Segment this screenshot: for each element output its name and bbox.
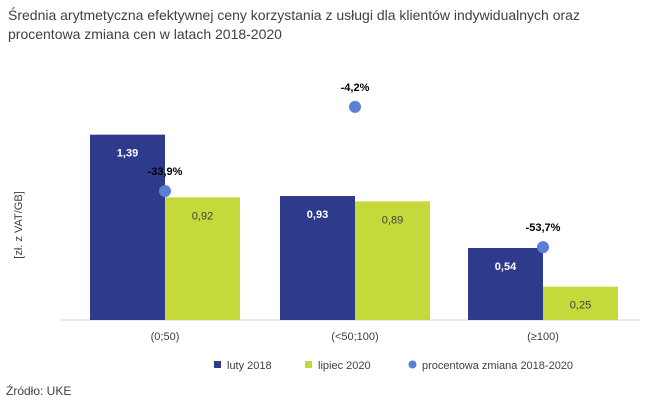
legend-luty-2018-label: luty 2018: [227, 360, 272, 372]
bar-luty-2018-0: [90, 134, 165, 320]
change-value-label: -33,9%: [148, 166, 183, 178]
bar-value-label: 0,25: [570, 300, 591, 312]
legend-lipiec-2020-label: lipiec 2020: [318, 360, 371, 372]
bar-value-label: 0,93: [307, 209, 328, 221]
chart-title: Średnia arytmetyczna efektywnej ceny kor…: [8, 7, 580, 42]
legend-change-label: procentowa zmiana 2018-2020: [422, 360, 573, 372]
bar-luty-2018-2: [468, 248, 543, 320]
legend-luty-2018-swatch: [214, 361, 221, 368]
change-value-label: -53,7%: [526, 222, 561, 234]
source-note: Źródło: UKE: [6, 384, 72, 398]
category-label: (0;50): [151, 331, 180, 343]
category-label: (<50;100): [331, 331, 378, 343]
category-label: (≥100): [527, 331, 559, 343]
change-value-label: -4,2%: [341, 82, 370, 94]
bar-lipiec-2020-2: [543, 286, 618, 320]
bar-value-label: 1,39: [117, 148, 138, 160]
legend-change-swatch: [408, 360, 417, 369]
bar-lipiec-2020-1: [355, 201, 430, 320]
bar-value-label: 0,92: [192, 210, 213, 222]
change-marker-2: [537, 241, 549, 254]
change-marker-1: [349, 100, 361, 113]
legend-lipiec-2020-swatch: [305, 361, 312, 368]
bar-luty-2018-1: [280, 196, 355, 320]
bar-value-label: 0,89: [382, 214, 403, 226]
bar-lipiec-2020-0: [165, 197, 240, 320]
change-marker-0: [159, 185, 171, 198]
bar-value-label: 0,54: [495, 261, 517, 273]
y-axis-label: [zł. z VAT/GB]: [13, 191, 25, 258]
